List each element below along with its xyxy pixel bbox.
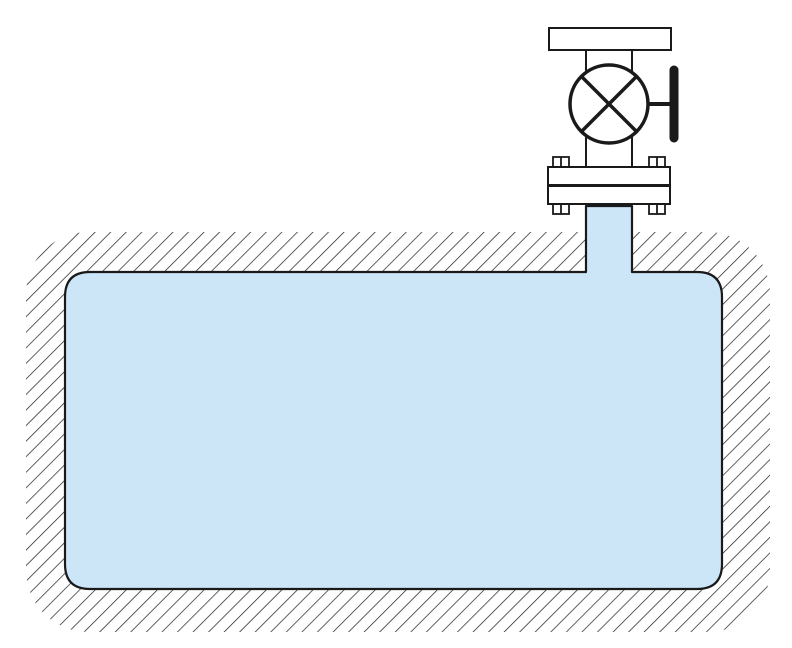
tank-body: [63, 204, 724, 591]
flange-bolts: [552, 156, 666, 215]
valve-top-plate: [548, 27, 672, 51]
flange: [547, 166, 671, 205]
valve-icon: [568, 63, 650, 145]
handwheel-icon: [648, 65, 679, 143]
